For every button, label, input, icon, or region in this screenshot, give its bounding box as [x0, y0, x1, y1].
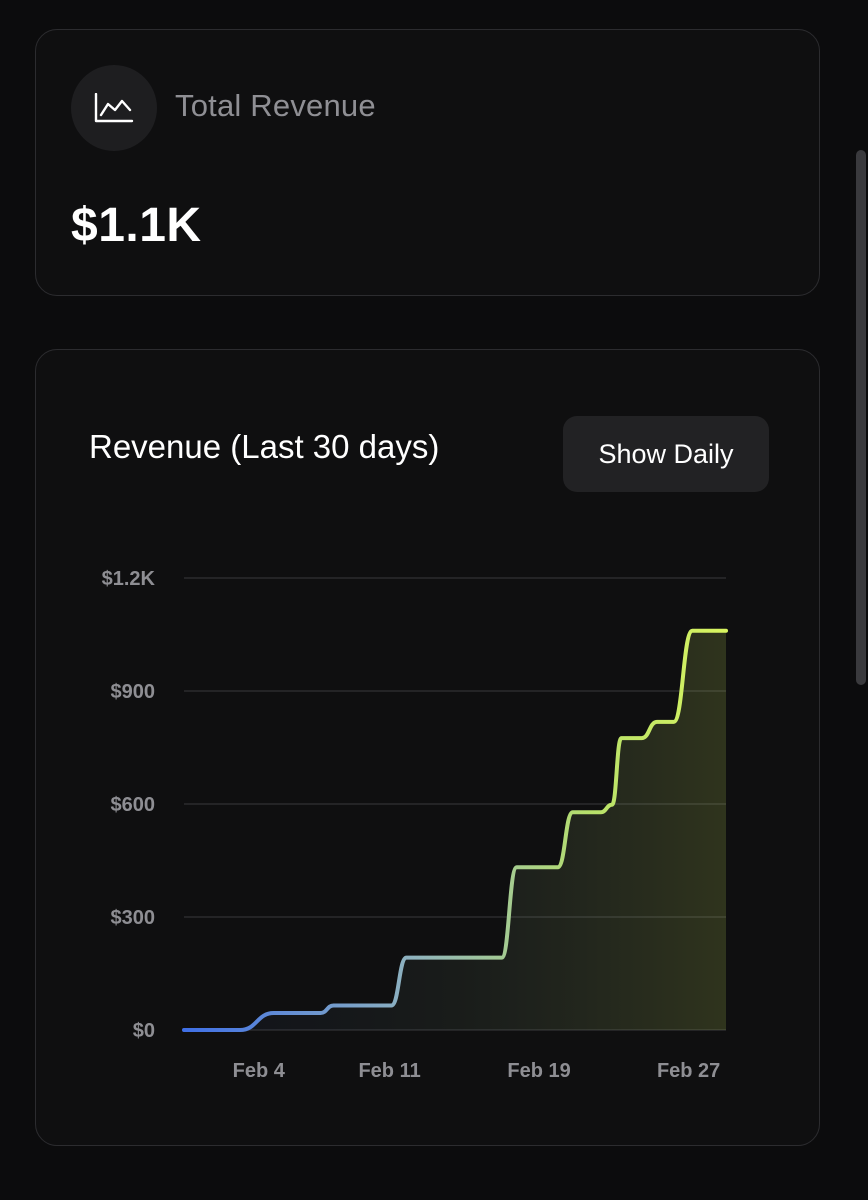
total-revenue-label: Total Revenue [175, 88, 376, 123]
scrollbar[interactable] [856, 150, 866, 685]
chart-title: Revenue (Last 30 days) [89, 428, 440, 465]
show-daily-button[interactable]: Show Daily [563, 416, 769, 492]
revenue-area [184, 630, 726, 1030]
total-revenue-value: $1.1K [71, 199, 202, 252]
x-tick-label: Feb 27 [657, 1060, 720, 1082]
y-tick-label: $1.2K [102, 568, 156, 590]
revenue-chart: $0 $300 $600 $900 $1.2K Feb 4 Feb 11 Feb 19 Feb… [102, 568, 728, 1082]
x-tick-label: Feb 11 [358, 1060, 420, 1082]
x-tick-label: Feb 19 [507, 1060, 570, 1082]
y-tick-label: $300 [111, 907, 156, 929]
revenue-chart-card: Revenue (Last 30 days) Show Daily $0 $300… [35, 349, 820, 1146]
chart-line-icon [71, 65, 157, 151]
y-tick-label: $900 [111, 681, 156, 703]
total-revenue-card: Total Revenue $1.1K [35, 29, 820, 296]
y-tick-label: $0 [133, 1020, 155, 1042]
x-tick-label: Feb 4 [233, 1060, 286, 1082]
y-tick-label: $600 [111, 794, 156, 816]
revenue-line [182, 628, 728, 1032]
